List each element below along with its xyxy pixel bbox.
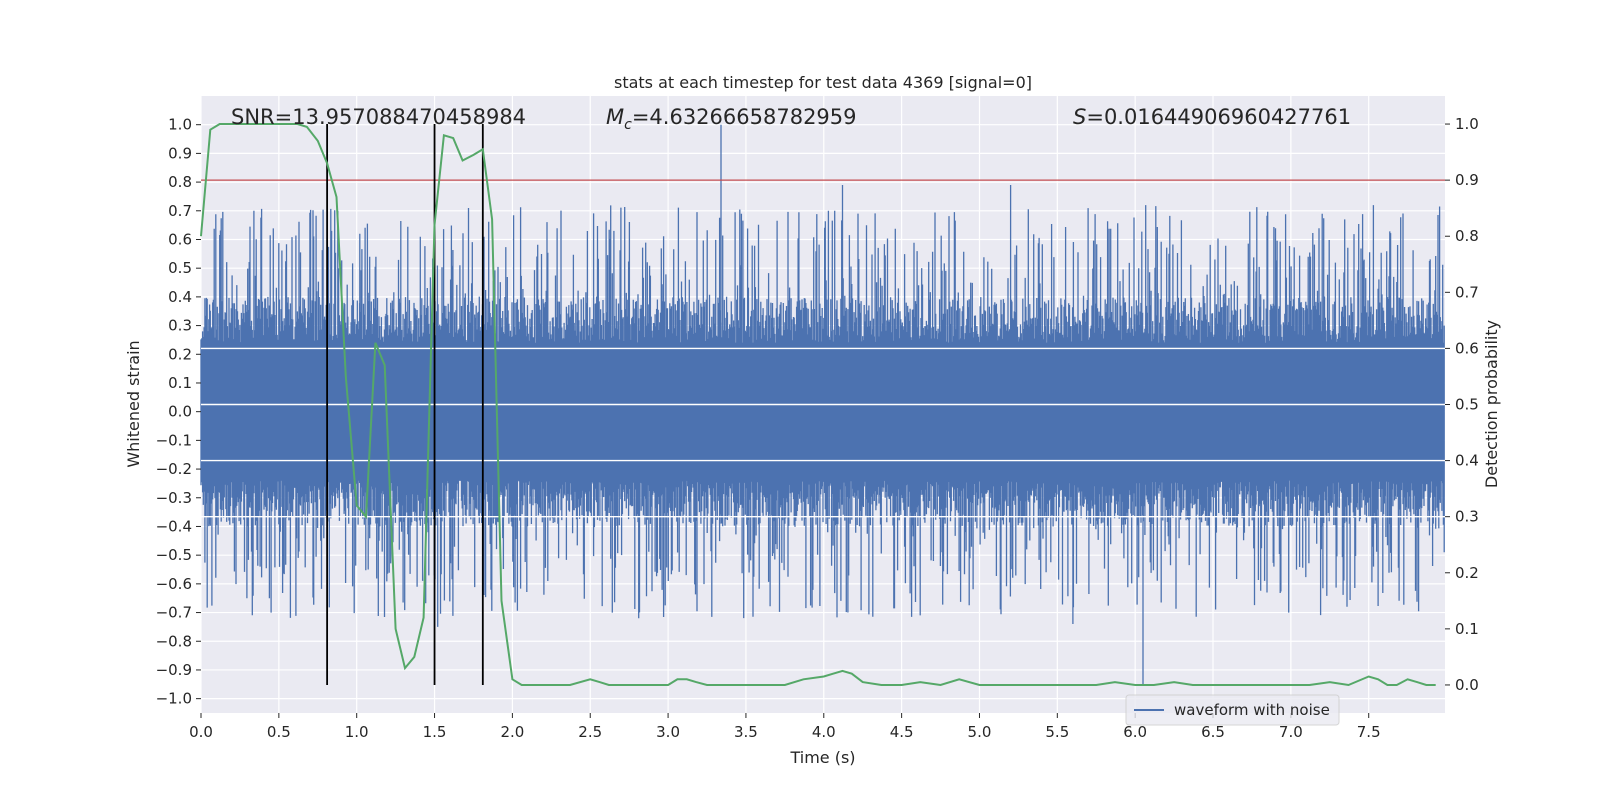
y-tick-label-left: 0.4: [168, 288, 192, 306]
y-tick-label-left: −0.5: [156, 546, 192, 564]
x-tick-label: 7.5: [1357, 723, 1381, 741]
snr-annotation: SNR=13.957088470458984: [231, 105, 526, 129]
s-annotation: S=0.01644906960427761: [1073, 105, 1351, 129]
x-tick-label: 3.0: [656, 723, 680, 741]
x-tick-label: 7.0: [1279, 723, 1303, 741]
y-axis-title-right: Detection probability: [1482, 320, 1501, 488]
axis-ticks: 0.0 0.5 1.0 1.5 2.0 2.5 3.0 3.5 4.0 4.5 5.0 5.5 6.0 6…: [156, 115, 1479, 741]
y-tick-label-right: 0.8: [1455, 227, 1479, 245]
y-tick-label-left: 0.5: [168, 259, 192, 277]
x-tick-label: 3.5: [734, 723, 758, 741]
y-tick-label-left: −0.4: [156, 517, 192, 535]
chirp-mass-subscript: c: [624, 117, 632, 133]
x-tick-label: 1.0: [345, 723, 369, 741]
detection-probability-line: [200, 123, 1436, 687]
legend-label: waveform with noise: [1174, 701, 1330, 719]
y-tick-label-left: −0.3: [156, 489, 192, 507]
y-tick-label-right: 0.1: [1455, 620, 1479, 638]
y-tick-label-left: −0.7: [156, 604, 192, 622]
y-tick-label-left: −0.8: [156, 632, 192, 650]
x-tick-label: 4.5: [890, 723, 914, 741]
x-tick-label: 2.5: [578, 723, 602, 741]
waveform-series: [200, 124, 1445, 685]
x-tick-label: 6.0: [1123, 723, 1147, 741]
y-tick-label-left: −0.9: [156, 661, 192, 679]
x-tick-label: 2.0: [500, 723, 524, 741]
s-symbol: S: [1073, 105, 1086, 129]
y-tick-label-right: 0.2: [1455, 564, 1479, 582]
y-tick-label-right: 0.4: [1455, 452, 1479, 470]
y-tick-label-left: 0.3: [168, 317, 192, 335]
probability-series: [200, 123, 1445, 687]
y-axis-title-left: Whitened strain: [124, 340, 143, 467]
y-tick-label-left: −0.2: [156, 460, 192, 478]
y-tick-label-left: 0.2: [168, 345, 192, 363]
legend-box: [1125, 694, 1340, 726]
y-tick-label-left: 0.9: [168, 144, 192, 162]
x-tick-label: 5.0: [968, 723, 992, 741]
x-tick-label: 6.5: [1201, 723, 1225, 741]
y-tick-label-left: −0.6: [156, 575, 192, 593]
x-tick-label: 0.0: [189, 723, 213, 741]
y-tick-label-right: 0.9: [1455, 171, 1479, 189]
x-tick-label: 4.0: [812, 723, 836, 741]
y-tick-label-left: 0.8: [168, 173, 192, 191]
y-tick-label-left: 0.0: [168, 403, 192, 421]
y-tick-label-right: 1.0: [1455, 115, 1479, 133]
s-value: =0.01644906960427761: [1086, 105, 1351, 129]
y-tick-label-right: 0.5: [1455, 396, 1479, 414]
chirp-mass-value: =4.63266658782959: [632, 105, 857, 129]
y-tick-label-left: −0.1: [156, 431, 192, 449]
chart-title: stats at each timestep for test data 436…: [614, 73, 1032, 92]
waveform-with-noise-line: [200, 124, 1445, 685]
x-tick-label: 1.5: [423, 723, 447, 741]
y-tick-label-right: 0.0: [1455, 676, 1479, 694]
y-tick-label-left: 0.6: [168, 230, 192, 248]
chirp-mass-annotation: Mc=4.63266658782959: [606, 105, 857, 133]
y-tick-label-left: 0.1: [168, 374, 192, 392]
y-tick-label-left: −1.0: [156, 690, 192, 708]
chirp-mass-symbol: M: [606, 105, 624, 129]
x-tick-label: 0.5: [267, 723, 291, 741]
legend: waveform with noise: [1125, 694, 1340, 726]
y-tick-label-left: 1.0: [168, 116, 192, 134]
y-tick-label-right: 0.6: [1455, 339, 1479, 357]
y-tick-label-left: 0.7: [168, 202, 192, 220]
x-tick-label: 5.5: [1045, 723, 1069, 741]
x-axis-title: Time (s): [789, 748, 855, 767]
y-tick-label-right: 0.7: [1455, 283, 1479, 301]
y-tick-label-right: 0.3: [1455, 508, 1479, 526]
